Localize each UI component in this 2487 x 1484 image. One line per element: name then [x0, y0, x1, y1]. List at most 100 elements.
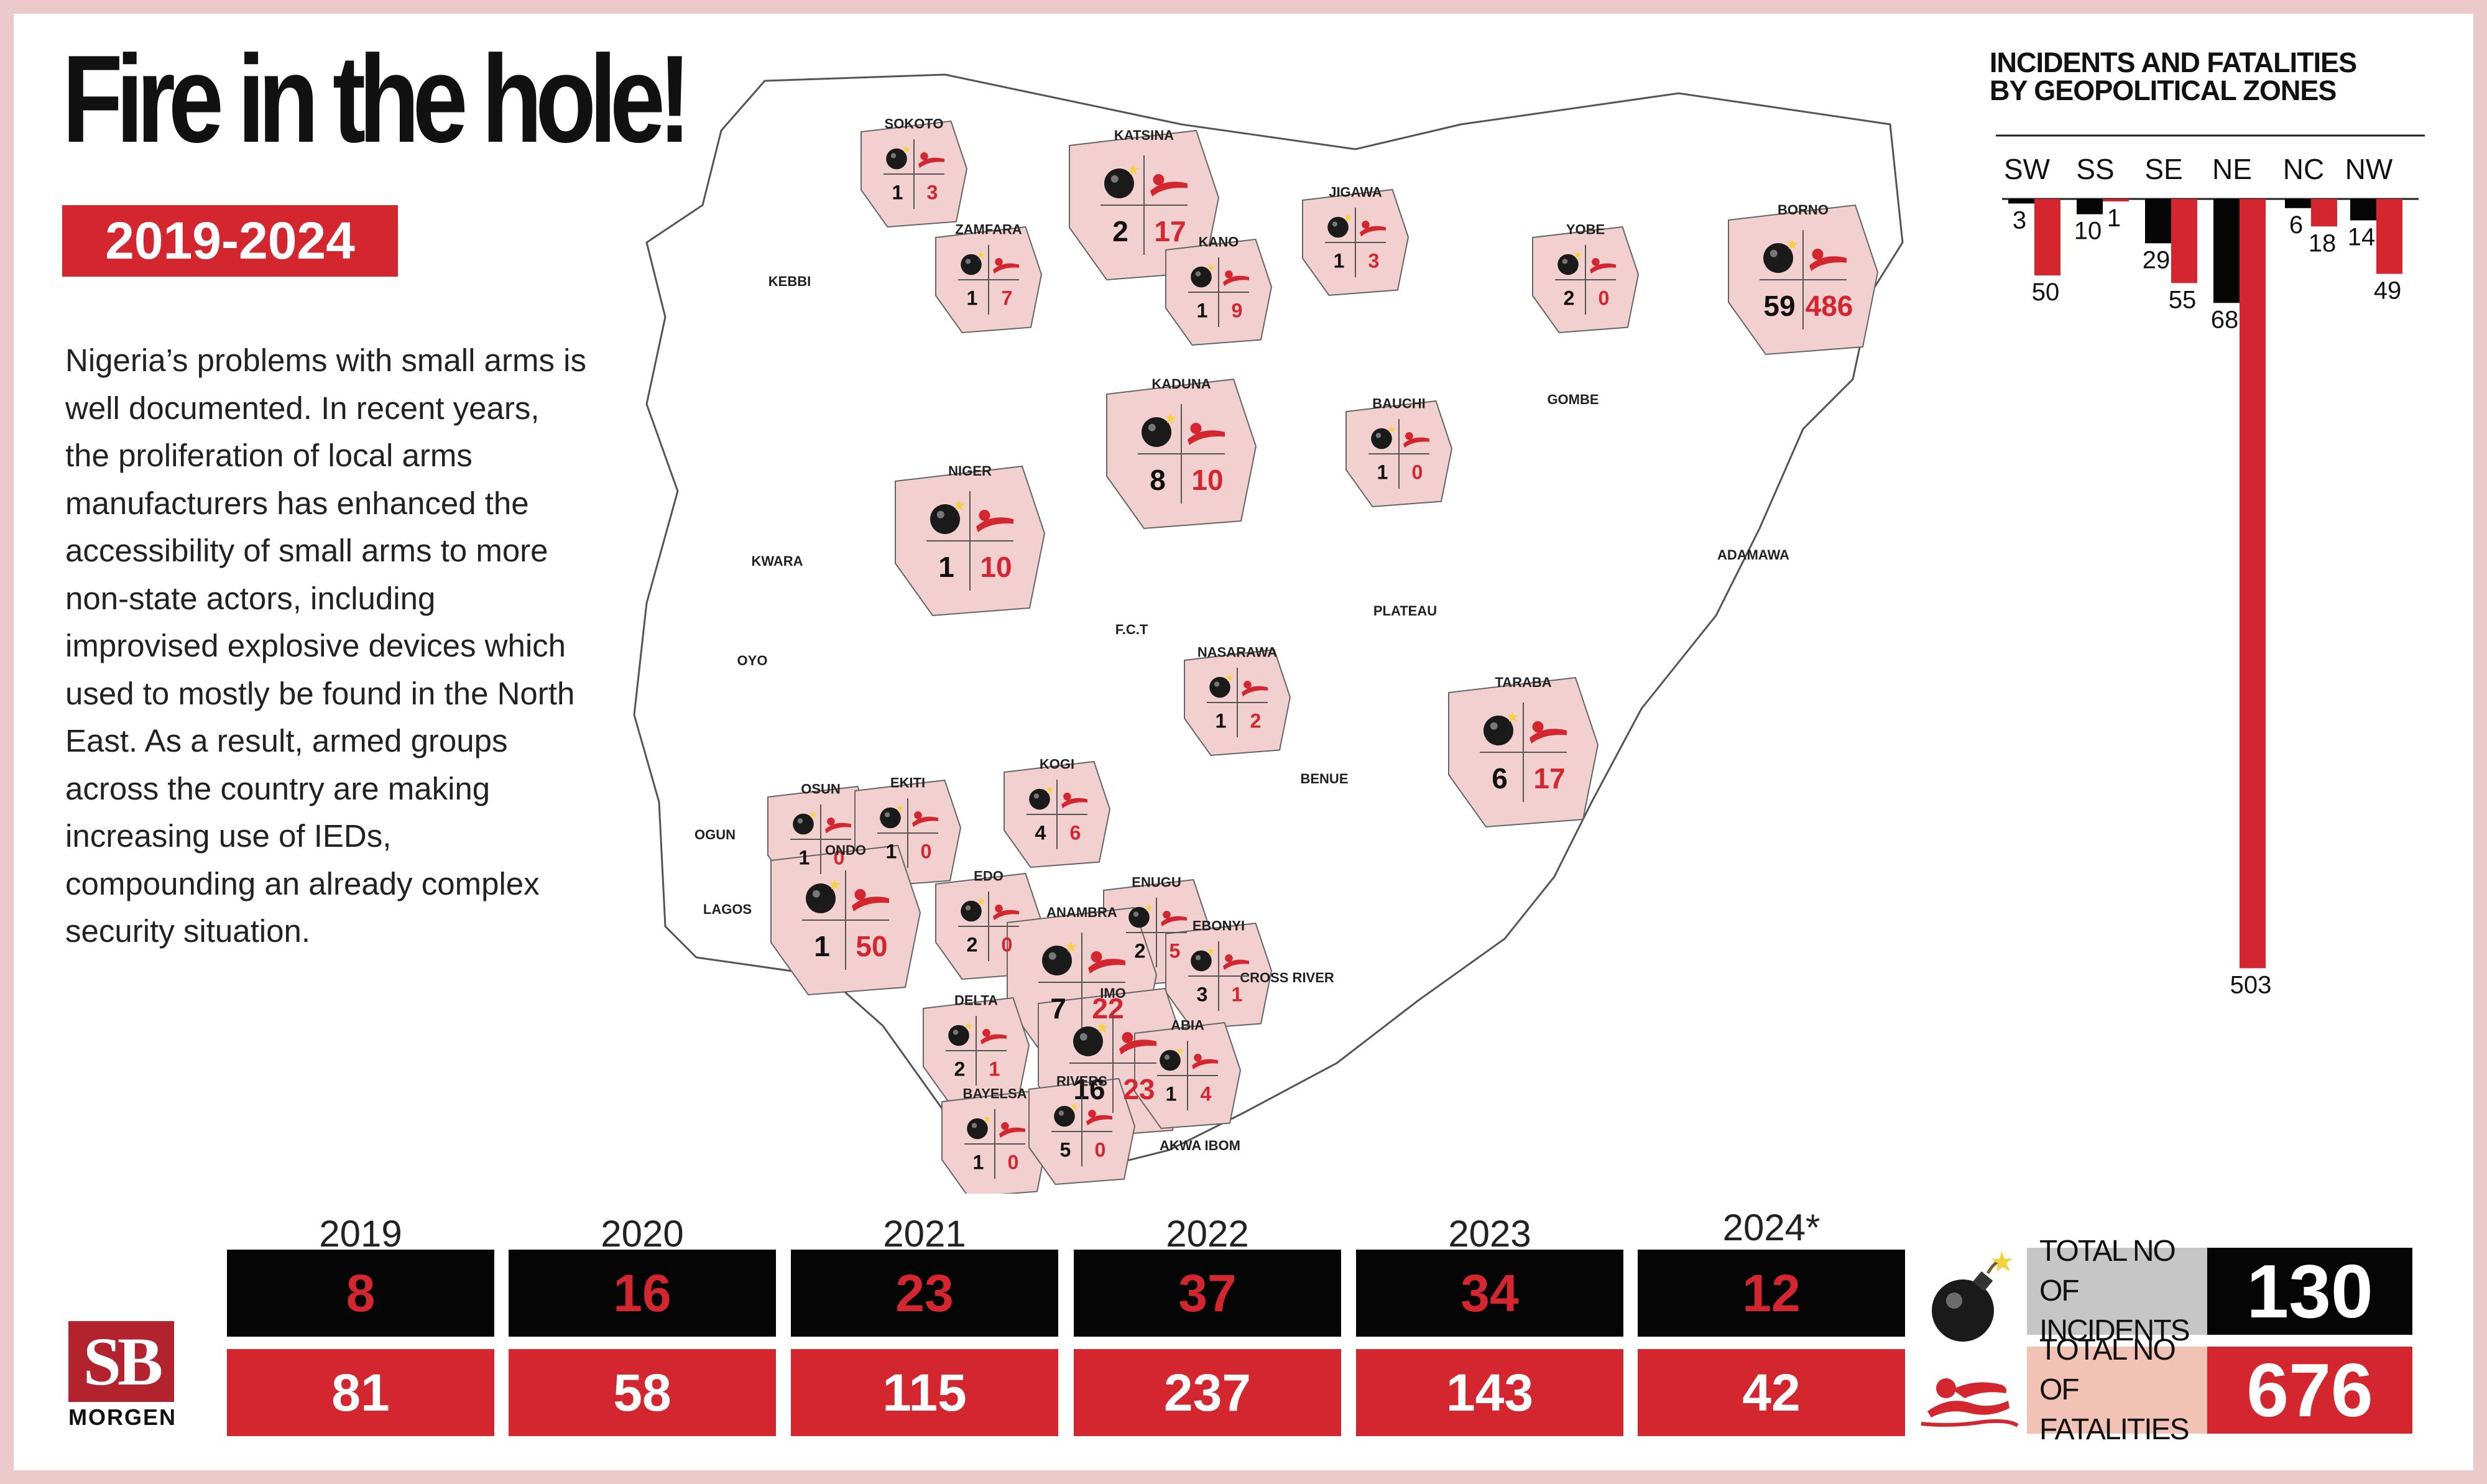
- zone-label-sw: SW: [2004, 153, 2051, 185]
- state-fatalities-yobe: 0: [1598, 287, 1609, 310]
- state-fatalities-edo: 0: [1001, 934, 1012, 956]
- state-fatalities-kogi: 6: [1069, 822, 1081, 844]
- zone-incidents-bar-nc: [2285, 199, 2311, 208]
- zone-incidents-bar-ss: [2077, 199, 2103, 214]
- bomb-icon-imo-shine: [1079, 1033, 1087, 1041]
- state-label-f-c-t: F.C.T: [1115, 622, 1148, 637]
- state-fatalities-delta: 1: [989, 1058, 1000, 1081]
- state-marker-niger: NIGER 1 10: [926, 463, 1013, 591]
- total-incidents-label-line-2: INCIDENTS: [2039, 1314, 2190, 1347]
- state-marker-rivers: RIVERS 5 0: [1051, 1074, 1112, 1166]
- victim-icon-kaduna: [1188, 430, 1225, 445]
- state-label-yobe: YOBE: [1566, 222, 1605, 237]
- year-fatalities-2023: 143: [1356, 1349, 1623, 1436]
- bomb-icon-jigawa-spark: [1344, 213, 1352, 222]
- total-fatalities-label-line-2: FATALITIES: [2039, 1413, 2190, 1446]
- state-label-abia: ABIA: [1171, 1018, 1204, 1033]
- bomb-icon-ondo-shine: [812, 890, 820, 898]
- state-incidents-imo: 16: [1073, 1073, 1105, 1105]
- victim-icon-niger: [976, 517, 1013, 532]
- state-label-kaduna: KADUNA: [1151, 376, 1211, 392]
- state-marker-kaduna: KADUNA 8 10: [1138, 376, 1225, 504]
- bomb-icon-ebonyi-shine: [1195, 955, 1201, 961]
- state-label-niger: NIGER: [948, 463, 992, 479]
- year-label-2023: 2023: [1448, 1213, 1531, 1255]
- victim-icon-bauchi-head: [1405, 432, 1413, 440]
- state-marker-anambra: ANAMBRA 7 22: [1038, 905, 1125, 1032]
- state-label-kebbi: KEBBI: [768, 274, 811, 289]
- total-incidents-label-line-1: TOTAL NO OF: [2039, 1235, 2176, 1307]
- bomb-icon-niger-shine: [936, 510, 944, 518]
- bomb-icon-jigawa-shine: [1332, 221, 1338, 227]
- state-marker-kano: KANO 1 9: [1188, 234, 1249, 327]
- zone-label-nw: NW: [2345, 153, 2393, 185]
- zone-fatalities-bar-sw: [2034, 199, 2060, 275]
- bomb-icon-zamfara-shine: [965, 259, 971, 264]
- victim-icon-taraba: [1530, 729, 1567, 744]
- state-incidents-kano: 1: [1196, 300, 1207, 322]
- victim-icon-ekiti-head: [914, 811, 922, 819]
- zones-title-line-2: BY GEOPOLITICAL ZONES: [1990, 75, 2337, 106]
- bomb-icon-kogi-shine: [1033, 793, 1040, 799]
- zone-fatalities-label-nc: 18: [2309, 229, 2337, 257]
- state-incidents-rivers: 5: [1059, 1139, 1071, 1161]
- state-marker-kogi: KOGI 4 6: [1027, 757, 1087, 849]
- bomb-icon-zamfara: [961, 254, 982, 275]
- total-incidents-value: 130: [2207, 1248, 2412, 1335]
- victim-icon-kaduna-head: [1190, 423, 1202, 434]
- logo-name: MORGEN: [68, 1404, 177, 1430]
- state-marker-ekiti: EKITI 1 0: [877, 775, 938, 868]
- bomb-icon-edo-shine: [965, 905, 971, 911]
- state-marker-sokoto: SOKOTO 1 3: [884, 116, 944, 209]
- victim-icon-abia-head: [1194, 1054, 1202, 1062]
- state-label-bauchi: BAUCHI: [1372, 396, 1426, 412]
- zone-incidents-bar-se: [2145, 199, 2171, 244]
- zone-fatalities-bar-nc: [2311, 199, 2337, 227]
- state-label-anambra: ANAMBRA: [1046, 905, 1117, 920]
- state-label-ekiti: EKITI: [890, 775, 925, 791]
- victim-icon-sokoto-head: [920, 152, 928, 160]
- bomb-icon-imo: [1073, 1026, 1103, 1056]
- zone-incidents-label-sw: 3: [2013, 206, 2026, 234]
- total-fatalities-value: 676: [2207, 1347, 2412, 1434]
- victim-icon-rivers-head: [1088, 1110, 1096, 1118]
- victim-icon-katsina: [1150, 182, 1188, 196]
- bomb-icon-enugu: [1128, 906, 1150, 928]
- bomb-icon-rivers-spark: [1071, 1102, 1079, 1111]
- year-fatalities-2024: 42: [1638, 1349, 1905, 1436]
- zone-incidents-bar-nw: [2350, 199, 2376, 221]
- state-marker-katsina: KATSINA 2 17: [1100, 127, 1188, 255]
- bomb-icon-bayelsa-spark: [984, 1115, 992, 1123]
- state-marker-nasarawa: NASARAWA 1 2: [1197, 645, 1277, 737]
- bomb-icon-ebonyi: [1191, 950, 1212, 972]
- victim-icon-yobe-head: [1592, 258, 1600, 266]
- year-incidents-2024: 12: [1638, 1250, 1905, 1337]
- zones-bar-chart: SW 3 50 SS 10 1 SE 29 55 NE 68 503 NC 618 NW 14 49: [1996, 134, 2425, 998]
- state-label-enugu: ENUGU: [1132, 875, 1181, 890]
- victim-icon-ebonyi-head: [1225, 954, 1233, 962]
- state-fatalities-anambra: 22: [1092, 992, 1124, 1025]
- zone-incidents-bar-sw: [2008, 199, 2034, 204]
- zone-fatalities-label-sw: 50: [2032, 279, 2060, 306]
- bomb-icon-edo-spark: [977, 897, 985, 906]
- victim-icon-enugu: [1161, 916, 1187, 927]
- state-fatalities-ebonyi: 1: [1231, 984, 1242, 1006]
- victim-icon-kogi: [1061, 798, 1087, 809]
- state-fatalities-abia: 4: [1200, 1083, 1211, 1105]
- state-label-benue: BENUE: [1300, 771, 1348, 786]
- state-incidents-ondo: 1: [814, 930, 830, 962]
- state-marker-bayelsa: BAYELSA 1 0: [962, 1086, 1027, 1179]
- page-title: Fire in the hole!: [62, 30, 691, 168]
- bomb-icon-niger-spark: [954, 499, 966, 511]
- state-label-ondo: ONDO: [825, 842, 866, 858]
- state-label-kogi: KOGI: [1040, 757, 1074, 772]
- victim-icon-ondo: [852, 896, 889, 911]
- victim-icon-borno-head: [1812, 249, 1824, 260]
- zone-incidents-label-nc: 6: [2289, 211, 2303, 239]
- state-label-plateau: PLATEAU: [1373, 603, 1437, 619]
- bomb-icon-nasarawa: [1209, 676, 1230, 698]
- bomb-icon-borno-spark: [1787, 238, 1799, 250]
- state-fatalities-borno: 486: [1806, 290, 1853, 322]
- state-fatalities-kano: 9: [1231, 300, 1242, 322]
- zone-fatalities-bar-nw: [2376, 199, 2402, 274]
